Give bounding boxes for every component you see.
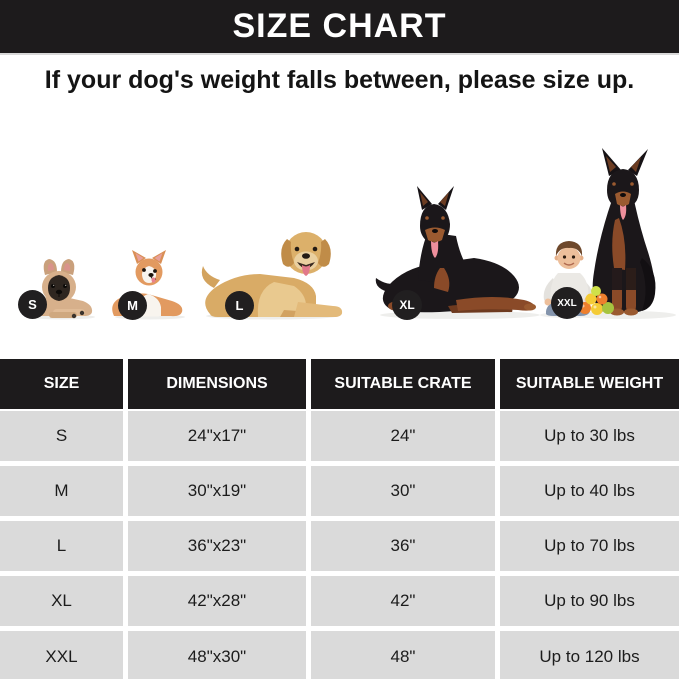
page-title: SIZE CHART — [232, 7, 447, 45]
size-badge-xxl: XXL — [551, 287, 583, 319]
table-cell: 36"x23" — [128, 521, 306, 571]
table-cell: 42"x28" — [128, 576, 306, 626]
column-header: SUITABLE CRATE — [311, 359, 495, 409]
table-cell: Up to 90 lbs — [500, 576, 679, 626]
table-cell: XL — [0, 576, 123, 626]
table-row: XL 42"x28" 42" Up to 90 lbs — [0, 576, 679, 626]
title-bar: SIZE CHART — [0, 0, 679, 55]
table-row: XXL 48"x30" 48" Up to 120 lbs — [0, 631, 679, 679]
table-row: S 24"x17" 24" Up to 30 lbs — [0, 411, 679, 461]
table-row: L 36"x23" 36" Up to 70 lbs — [0, 521, 679, 571]
table-cell: Up to 30 lbs — [500, 411, 679, 461]
column-header: SIZE — [0, 359, 123, 409]
dog-size-comparison: S M L XL XXL — [0, 105, 679, 359]
table-cell: M — [0, 466, 123, 516]
table-cell: XXL — [0, 631, 123, 679]
size-badge-l: L — [225, 291, 254, 320]
table-cell: Up to 70 lbs — [500, 521, 679, 571]
size-badge-m: M — [118, 291, 147, 320]
table-cell: 36" — [311, 521, 495, 571]
table-cell: S — [0, 411, 123, 461]
table-cell: 24" — [311, 411, 495, 461]
table-row: M 30"x19" 30" Up to 40 lbs — [0, 466, 679, 516]
golden-retriever-illustration — [201, 232, 343, 320]
table-cell: Up to 120 lbs — [500, 631, 679, 679]
column-header: DIMENSIONS — [128, 359, 306, 409]
table-header-row: SIZE DIMENSIONS SUITABLE CRATE SUITABLE WEI… — [0, 359, 679, 409]
table-cell: L — [0, 521, 123, 571]
table-cell: Up to 40 lbs — [500, 466, 679, 516]
size-table: SIZE DIMENSIONS SUITABLE CRATE SUITABLE WEI… — [0, 359, 679, 679]
column-header: SUITABLE WEIGHT — [500, 359, 679, 409]
table-body: S 24"x17" 24" Up to 30 lbs M 30"x19" 30" Up to … — [0, 411, 679, 679]
table-cell: 30"x19" — [128, 466, 306, 516]
table-cell: 24"x17" — [128, 411, 306, 461]
size-badge-xl: XL — [392, 290, 422, 320]
subtitle-text: If your dog's weight falls between, plea… — [44, 65, 635, 94]
golden-retriever-image — [196, 222, 344, 320]
size-badge-s: S — [18, 290, 47, 319]
table-cell: 48"x30" — [128, 631, 306, 679]
table-cell: 30" — [311, 466, 495, 516]
table-cell: 48" — [311, 631, 495, 679]
table-cell: 42" — [311, 576, 495, 626]
